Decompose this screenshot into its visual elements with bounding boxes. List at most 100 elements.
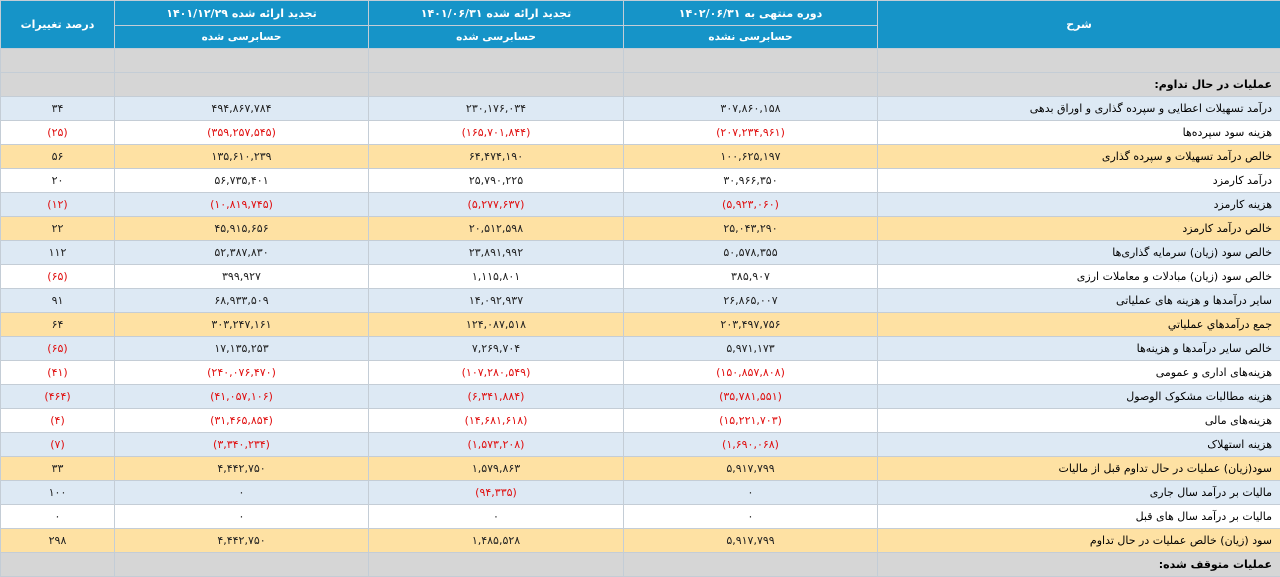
change-percent-cell: (۴۶۴) (1, 385, 115, 409)
change-percent-cell: ۱۰۰ (1, 481, 115, 505)
value-cell: ۳۹۹,۹۲۷ (115, 265, 369, 289)
change-percent-cell: (۲۵) (1, 121, 115, 145)
value-cell: ۲۰۳,۴۹۷,۷۵۶ (624, 313, 878, 337)
table-row: درآمد تسهیلات اعطایی و سپرده گذاری و اور… (1, 97, 1280, 121)
value-cell: ۷,۲۶۹,۷۰۴ (369, 337, 624, 361)
table-row: هزینه استهلاک(۱,۶۹۰,۰۶۸)(۱,۵۷۳,۲۰۸)(۳,۳۴… (1, 433, 1280, 457)
value-cell: (۹۴,۳۳۵) (369, 481, 624, 505)
value-cell: ۱۳۵,۶۱۰,۲۳۹ (115, 145, 369, 169)
change-percent-cell: ۱۱۲ (1, 241, 115, 265)
row-label: خالص سود (زیان) سرمایه گذاری‌ها (878, 241, 1280, 265)
row-label: خالص درآمد تسهیلات و سپرده گذاری (878, 145, 1280, 169)
audit-status-2: حسابرسی شده (369, 26, 624, 49)
row-label: سایر درآمدها و هزینه های عملیاتی (878, 289, 1280, 313)
value-cell: ۲۳,۸۹۱,۹۹۲ (369, 241, 624, 265)
row-label: هزینه مطالبات مشکوک الوصول (878, 385, 1280, 409)
section-row: عملیات متوقف شده: (1, 553, 1280, 577)
change-percent-cell: ۶۴ (1, 313, 115, 337)
value-cell: (۱۰,۸۱۹,۷۴۵) (115, 193, 369, 217)
value-cell: ۶۸,۹۳۳,۵۰۹ (115, 289, 369, 313)
table-row: هزینه سود سپرده‌ها(۲۰۷,۲۳۴,۹۶۱)(۱۶۵,۷۰۱,… (1, 121, 1280, 145)
row-label: هزینه سود سپرده‌ها (878, 121, 1280, 145)
value-cell: ۶۴,۴۷۴,۱۹۰ (369, 145, 624, 169)
row-label (878, 49, 1280, 73)
row-label: درآمد کارمزد (878, 169, 1280, 193)
value-cell: (۳۱,۴۶۵,۸۵۴) (115, 409, 369, 433)
value-cell: ۵۰,۵۷۸,۳۵۵ (624, 241, 878, 265)
value-cell (624, 73, 878, 97)
value-cell: (۳,۳۴۰,۲۳۴) (115, 433, 369, 457)
value-cell: (۱۶۵,۷۰۱,۸۴۴) (369, 121, 624, 145)
table-row (1, 49, 1280, 73)
value-cell (115, 73, 369, 97)
table-row: هزینه مطالبات مشکوک الوصول(۳۵,۷۸۱,۵۵۱)(۶… (1, 385, 1280, 409)
change-percent-cell: (۶۵) (1, 337, 115, 361)
value-cell: ۰ (115, 505, 369, 529)
value-cell: ۱۲۴,۰۸۷,۵۱۸ (369, 313, 624, 337)
value-cell (369, 553, 624, 577)
value-cell: ۴,۴۴۲,۷۵۰ (115, 529, 369, 553)
section-row: عملیات در حال تداوم: (1, 73, 1280, 97)
value-cell: ۰ (624, 481, 878, 505)
value-cell: ۲۵,۷۹۰,۲۲۵ (369, 169, 624, 193)
value-cell (369, 73, 624, 97)
value-cell (624, 553, 878, 577)
row-label: جمع درآمدهاي عملیاتي (878, 313, 1280, 337)
row-label: هزینه کارمزد (878, 193, 1280, 217)
row-label: مالیات بر درآمد سال های قبل (878, 505, 1280, 529)
value-cell: (۲۴۰,۰۷۶,۴۷۰) (115, 361, 369, 385)
audit-status-1: حسابرسی نشده (624, 26, 878, 49)
value-cell: ۰ (369, 505, 624, 529)
change-percent-header: درصد تغییرات (1, 1, 115, 49)
value-cell: ۳۰۳,۲۴۷,۱۶۱ (115, 313, 369, 337)
row-label: خالص درآمد کارمزد (878, 217, 1280, 241)
value-cell: (۵,۲۷۷,۶۳۷) (369, 193, 624, 217)
value-cell: ۵,۹۷۱,۱۷۳ (624, 337, 878, 361)
change-percent-cell (1, 553, 115, 577)
value-cell (369, 49, 624, 73)
value-cell: ۴۵,۹۱۵,۶۵۶ (115, 217, 369, 241)
change-percent-cell: ۳۴ (1, 97, 115, 121)
row-label: مالیات بر درآمد سال جاری (878, 481, 1280, 505)
value-cell: ۱,۱۱۵,۸۰۱ (369, 265, 624, 289)
value-cell: (۱۰۷,۲۸۰,۵۴۹) (369, 361, 624, 385)
value-cell (624, 49, 878, 73)
value-cell: (۱,۵۷۳,۲۰۸) (369, 433, 624, 457)
value-cell: ۵,۹۱۷,۷۹۹ (624, 529, 878, 553)
value-cell (115, 553, 369, 577)
change-percent-cell: ۲۰ (1, 169, 115, 193)
value-cell: ۵۶,۷۳۵,۴۰۱ (115, 169, 369, 193)
row-label: هزینه‌های اداری و عمومی (878, 361, 1280, 385)
value-cell: ۱,۵۷۹,۸۶۳ (369, 457, 624, 481)
value-cell: ۲۶,۸۶۵,۰۰۷ (624, 289, 878, 313)
change-percent-cell: (۶۵) (1, 265, 115, 289)
table-row: هزینه‌های اداری و عمومی(۱۵۰,۸۵۷,۸۰۸)(۱۰۷… (1, 361, 1280, 385)
value-cell: ۱۴,۰۹۲,۹۳۷ (369, 289, 624, 313)
table-row: هزینه کارمزد(۵,۹۲۳,۰۶۰)(۵,۲۷۷,۶۳۷)(۱۰,۸۱… (1, 193, 1280, 217)
value-cell: (۱۵۰,۸۵۷,۸۰۸) (624, 361, 878, 385)
value-cell: ۳۸۵,۹۰۷ (624, 265, 878, 289)
change-percent-cell: (۴۱) (1, 361, 115, 385)
change-percent-cell: (۷) (1, 433, 115, 457)
value-cell: ۲۵,۰۴۳,۲۹۰ (624, 217, 878, 241)
value-cell: (۴۱,۰۵۷,۱۰۶) (115, 385, 369, 409)
period-1401-06-header: تجدید ارائه شده ۱۴۰۱/۰۶/۳۱ (369, 1, 624, 26)
change-percent-cell: ۳۳ (1, 457, 115, 481)
table-row: هزینه‌های مالی(۱۵,۲۲۱,۷۰۳)(۱۴,۶۸۱,۶۱۸)(۳… (1, 409, 1280, 433)
value-cell: (۱,۶۹۰,۰۶۸) (624, 433, 878, 457)
change-percent-cell: ۰ (1, 505, 115, 529)
value-cell: (۱۴,۶۸۱,۶۱۸) (369, 409, 624, 433)
value-cell: ۳۰,۹۶۶,۳۵۰ (624, 169, 878, 193)
value-cell: ۰ (624, 505, 878, 529)
value-cell: ۵۲,۳۸۷,۸۳۰ (115, 241, 369, 265)
value-cell: (۵,۹۲۳,۰۶۰) (624, 193, 878, 217)
value-cell: ۰ (115, 481, 369, 505)
value-cell: ۳۰۷,۸۶۰,۱۵۸ (624, 97, 878, 121)
